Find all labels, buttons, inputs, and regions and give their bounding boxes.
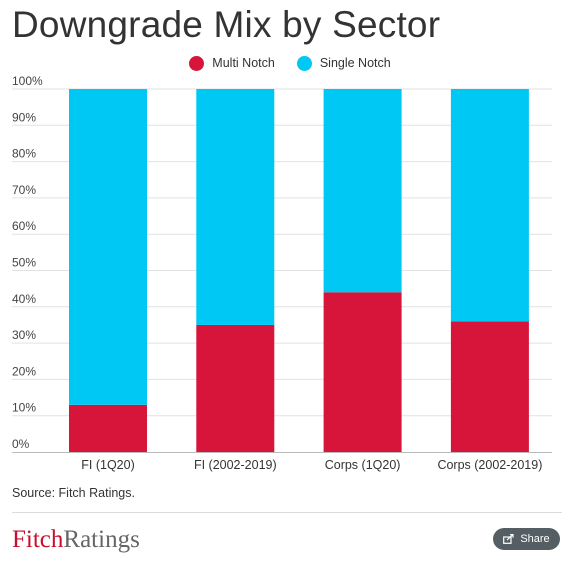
logo-text-fitch: Fitch: [12, 526, 64, 553]
y-tick-label: 80%: [12, 147, 36, 161]
y-tick-label: 40%: [12, 292, 36, 306]
bar-multi-notch[interactable]: [323, 292, 402, 452]
bar-multi-notch[interactable]: [196, 324, 275, 452]
bar-single-notch[interactable]: [196, 89, 275, 325]
share-label: Share: [520, 533, 550, 545]
legend-label-multi-notch: Multi Notch: [212, 56, 275, 70]
x-tick-label: FI (2002-2019): [194, 458, 277, 472]
bar-single-notch[interactable]: [69, 89, 147, 405]
y-axis-ticks: 0% 10% 20% 30% 40% 50% 60% 70% 80% 90% 100%: [12, 74, 43, 451]
y-tick-label: 30%: [12, 328, 36, 342]
chart-title: Downgrade Mix by Sector: [12, 4, 441, 45]
y-tick-label: 100%: [12, 74, 43, 88]
y-tick-label: 10%: [12, 401, 36, 415]
y-tick-label: 0%: [12, 437, 30, 451]
x-axis-ticks: FI (1Q20) FI (2002-2019) Corps (1Q20) Corps…: [81, 458, 542, 472]
y-tick-label: 20%: [12, 364, 36, 378]
y-tick-label: 70%: [12, 183, 36, 197]
bar-multi-notch[interactable]: [69, 404, 147, 452]
legend-swatch-single-notch: [296, 55, 312, 71]
share-button[interactable]: Share: [493, 528, 560, 550]
bar-multi-notch[interactable]: [450, 321, 529, 452]
bar-single-notch[interactable]: [323, 89, 402, 293]
source-note: Source: Fitch Ratings.: [12, 486, 135, 500]
legend-label-single-notch: Single Notch: [319, 56, 391, 70]
y-tick-label: 50%: [12, 256, 36, 270]
legend-swatch-multi-notch: [189, 55, 205, 71]
legend-item-single-notch[interactable]: Single Notch: [296, 55, 391, 71]
y-tick-label: 60%: [12, 219, 36, 233]
x-tick-label: Corps (2002-2019): [437, 458, 542, 472]
footer-divider: [12, 512, 562, 513]
x-tick-label: FI (1Q20): [81, 458, 135, 472]
legend: Multi Notch Single Notch: [0, 52, 580, 74]
bars: [69, 89, 529, 452]
bar-single-notch[interactable]: [450, 89, 529, 322]
y-tick-label: 90%: [12, 110, 36, 124]
legend-item-multi-notch[interactable]: Multi Notch: [189, 55, 275, 71]
x-tick-label: Corps (1Q20): [325, 458, 401, 472]
logo-text-ratings: Ratings: [63, 526, 140, 553]
fitch-ratings-logo: FitchRatings: [12, 526, 140, 554]
stacked-bar-chart: 0% 10% 20% 30% 40% 50% 60% 70% 80% 90% 100% FI (1Q…: [12, 74, 552, 472]
share-icon: [503, 534, 514, 544]
